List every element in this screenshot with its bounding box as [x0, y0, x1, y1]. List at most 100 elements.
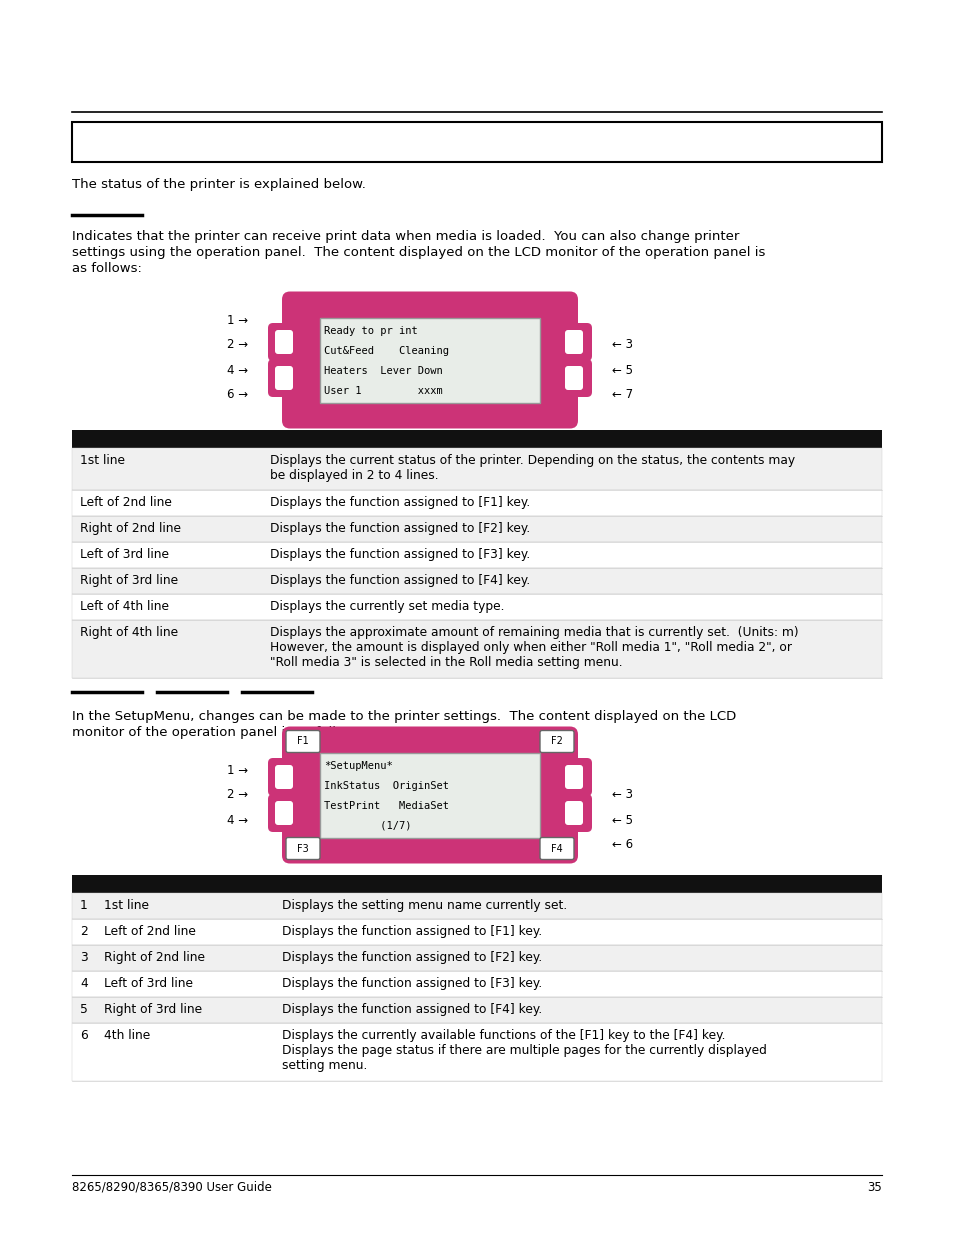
Text: 2 →: 2 →	[227, 338, 248, 352]
Text: Left of 3rd line: Left of 3rd line	[104, 977, 193, 990]
Bar	[71, 945, 882, 971]
Bar	[71, 876, 882, 893]
FancyBboxPatch shape	[559, 359, 592, 396]
FancyBboxPatch shape	[268, 359, 299, 396]
FancyBboxPatch shape	[564, 802, 582, 825]
Bar	[71, 516, 882, 542]
Text: 1: 1	[80, 899, 88, 911]
Text: 6 →: 6 →	[227, 389, 248, 401]
Text: 3: 3	[80, 951, 88, 965]
Text: 4: 4	[80, 977, 88, 990]
Text: *SetupMenu*: *SetupMenu*	[324, 761, 393, 772]
Text: Displays the function assigned to [F4] key.: Displays the function assigned to [F4] k…	[270, 574, 530, 587]
Text: In the SetupMenu, changes can be made to the printer settings.  The content disp: In the SetupMenu, changes can be made to…	[71, 710, 736, 722]
Text: Right of 4th line: Right of 4th line	[80, 626, 178, 638]
Text: ← 6: ← 6	[612, 839, 633, 851]
Text: The status of the printer is explained below.: The status of the printer is explained b…	[71, 178, 366, 191]
Text: Displays the function assigned to [F4] key.: Displays the function assigned to [F4] k…	[282, 1003, 541, 1016]
Text: Displays the function assigned to [F3] key.: Displays the function assigned to [F3] k…	[282, 977, 541, 990]
Text: F1: F1	[296, 736, 309, 746]
Bar	[71, 490, 882, 516]
FancyBboxPatch shape	[559, 758, 592, 797]
Bar	[71, 122, 882, 162]
Text: Left of 4th line: Left of 4th line	[80, 600, 169, 613]
FancyBboxPatch shape	[282, 726, 578, 863]
Text: monitor of the operation panel is as follows:: monitor of the operation panel is as fol…	[71, 726, 366, 739]
Text: Indicates that the printer can receive print data when media is loaded.  You can: Indicates that the printer can receive p…	[71, 230, 739, 243]
Text: TestPrint   MediaSet: TestPrint MediaSet	[324, 800, 449, 811]
Text: Left of 2nd line: Left of 2nd line	[104, 925, 195, 939]
Text: 8265/8290/8365/8390 User Guide: 8265/8290/8365/8390 User Guide	[71, 1181, 272, 1194]
Text: F3: F3	[296, 844, 309, 853]
Text: ← 3: ← 3	[612, 338, 633, 352]
Text: Cut&Feed    Cleaning: Cut&Feed Cleaning	[324, 346, 449, 356]
FancyBboxPatch shape	[268, 758, 299, 797]
Text: Displays the setting menu name currently set.: Displays the setting menu name currently…	[282, 899, 567, 911]
Bar	[71, 594, 882, 620]
FancyBboxPatch shape	[274, 366, 293, 390]
Text: Displays the approximate amount of remaining media that is currently set.  (Unit: Displays the approximate amount of remai…	[270, 626, 798, 669]
Bar	[71, 919, 882, 945]
Bar	[319, 752, 539, 837]
Text: ← 7: ← 7	[612, 389, 633, 401]
Text: Displays the function assigned to [F1] key.: Displays the function assigned to [F1] k…	[270, 496, 530, 509]
Text: ← 5: ← 5	[612, 814, 633, 826]
Bar	[71, 1023, 882, 1081]
Bar	[71, 430, 882, 448]
Bar	[319, 317, 539, 403]
Text: User 1         xxxm: User 1 xxxm	[324, 385, 442, 395]
Text: 6: 6	[80, 1029, 88, 1042]
FancyBboxPatch shape	[539, 837, 574, 860]
Text: settings using the operation panel.  The content displayed on the LCD monitor of: settings using the operation panel. The …	[71, 246, 764, 259]
FancyBboxPatch shape	[282, 291, 578, 429]
Text: 1 →: 1 →	[227, 763, 248, 777]
Text: Right of 2nd line: Right of 2nd line	[80, 522, 181, 535]
Bar	[71, 971, 882, 997]
Text: F2: F2	[551, 736, 562, 746]
Text: Right of 3rd line: Right of 3rd line	[80, 574, 178, 587]
Text: Right of 2nd line: Right of 2nd line	[104, 951, 205, 965]
Text: F4: F4	[551, 844, 562, 853]
Text: 4 →: 4 →	[227, 814, 248, 826]
Bar	[71, 542, 882, 568]
Text: 1 →: 1 →	[227, 314, 248, 326]
Text: Ready to pr int: Ready to pr int	[324, 326, 417, 336]
Text: Left of 3rd line: Left of 3rd line	[80, 548, 169, 561]
Bar	[71, 568, 882, 594]
Bar	[71, 997, 882, 1023]
Text: Displays the current status of the printer. Depending on the status, the content: Displays the current status of the print…	[270, 454, 794, 482]
Text: Left of 2nd line: Left of 2nd line	[80, 496, 172, 509]
Text: 1st line: 1st line	[80, 454, 125, 467]
Text: as follows:: as follows:	[71, 262, 142, 275]
FancyBboxPatch shape	[274, 802, 293, 825]
FancyBboxPatch shape	[559, 324, 592, 361]
Text: Displays the function assigned to [F2] key.: Displays the function assigned to [F2] k…	[282, 951, 541, 965]
FancyBboxPatch shape	[539, 730, 574, 752]
Bar	[71, 620, 882, 678]
Text: Right of 3rd line: Right of 3rd line	[104, 1003, 202, 1016]
Text: ← 3: ← 3	[612, 788, 633, 802]
Text: Displays the function assigned to [F2] key.: Displays the function assigned to [F2] k…	[270, 522, 530, 535]
Text: Displays the currently available functions of the [F1] key to the [F4] key.
Disp: Displays the currently available functio…	[282, 1029, 766, 1072]
FancyBboxPatch shape	[564, 330, 582, 354]
Bar	[71, 448, 882, 490]
Text: Displays the function assigned to [F3] key.: Displays the function assigned to [F3] k…	[270, 548, 530, 561]
Text: (1/7): (1/7)	[324, 820, 411, 831]
FancyBboxPatch shape	[564, 764, 582, 789]
Text: Displays the function assigned to [F1] key.: Displays the function assigned to [F1] k…	[282, 925, 541, 939]
Text: 4th line: 4th line	[104, 1029, 150, 1042]
FancyBboxPatch shape	[564, 366, 582, 390]
Text: 2 →: 2 →	[227, 788, 248, 802]
Text: Heaters  Lever Down: Heaters Lever Down	[324, 366, 442, 375]
FancyBboxPatch shape	[268, 324, 299, 361]
FancyBboxPatch shape	[274, 330, 293, 354]
FancyBboxPatch shape	[268, 794, 299, 832]
Text: 2: 2	[80, 925, 88, 939]
FancyBboxPatch shape	[286, 730, 319, 752]
Text: 35: 35	[866, 1181, 882, 1194]
Text: 1st line: 1st line	[104, 899, 149, 911]
Text: Displays the currently set media type.: Displays the currently set media type.	[270, 600, 504, 613]
FancyBboxPatch shape	[274, 764, 293, 789]
Bar	[71, 893, 882, 919]
FancyBboxPatch shape	[286, 837, 319, 860]
